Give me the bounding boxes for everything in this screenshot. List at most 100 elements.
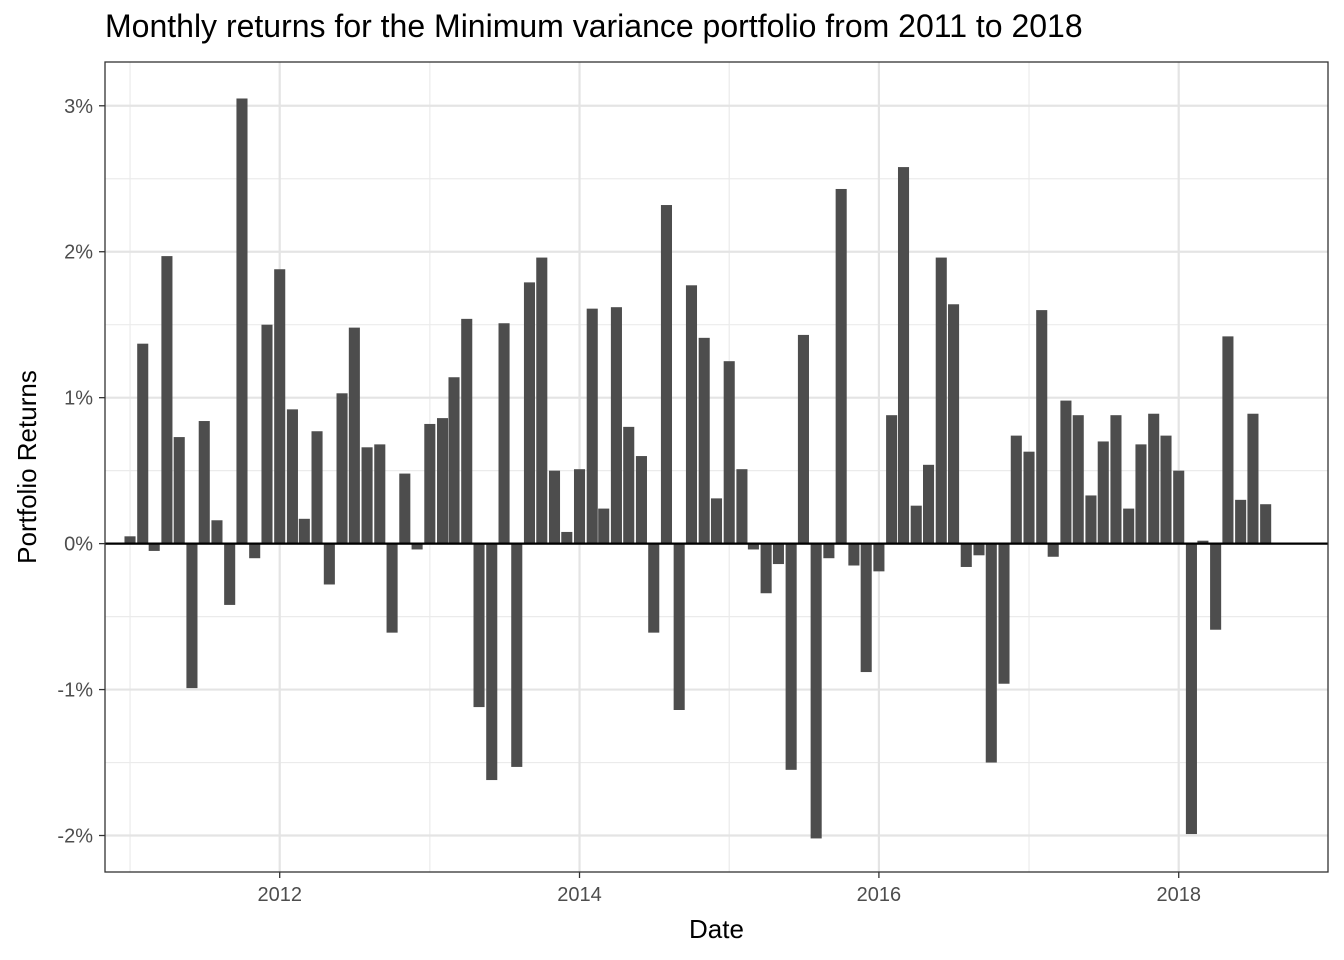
bar bbox=[1160, 435, 1172, 544]
bar bbox=[161, 256, 173, 544]
bar bbox=[648, 543, 660, 633]
bar bbox=[1148, 413, 1160, 544]
bar bbox=[448, 377, 460, 544]
bar bbox=[785, 543, 797, 770]
bar bbox=[523, 282, 536, 544]
bar bbox=[486, 543, 498, 781]
bar bbox=[536, 257, 548, 544]
bar bbox=[198, 421, 210, 544]
bar bbox=[137, 343, 149, 544]
bar bbox=[211, 520, 223, 544]
bar bbox=[873, 543, 885, 572]
bar bbox=[685, 285, 698, 544]
bar bbox=[960, 543, 972, 567]
bar bbox=[1210, 543, 1222, 630]
bar bbox=[561, 531, 573, 544]
bar bbox=[1222, 336, 1234, 544]
bar bbox=[124, 536, 136, 544]
y-tick-label: 3% bbox=[64, 96, 93, 118]
bar bbox=[736, 469, 748, 544]
x-tick-label: 2014 bbox=[557, 884, 602, 906]
bar bbox=[236, 98, 248, 544]
bar bbox=[1235, 499, 1247, 544]
bar bbox=[473, 543, 485, 708]
y-tick-label: -1% bbox=[57, 680, 93, 702]
bar bbox=[336, 393, 348, 544]
bar bbox=[1047, 543, 1059, 557]
bar bbox=[424, 423, 436, 544]
bar bbox=[1260, 504, 1272, 544]
bar bbox=[698, 337, 710, 544]
bar bbox=[586, 308, 598, 544]
bar bbox=[374, 444, 386, 544]
bar bbox=[610, 307, 622, 544]
bar bbox=[1197, 540, 1209, 544]
bar bbox=[186, 543, 198, 689]
bar bbox=[1135, 444, 1147, 544]
bar bbox=[274, 269, 286, 544]
bar bbox=[573, 469, 586, 544]
bar bbox=[386, 543, 398, 633]
bar bbox=[922, 464, 935, 544]
bar bbox=[598, 508, 610, 544]
bar bbox=[461, 318, 473, 544]
axis-layer: 2012 2014 2016 2018 -2% -1% 0% 1% 2% 3% bbox=[57, 96, 1201, 906]
x-axis-title: Date bbox=[689, 914, 744, 944]
bar bbox=[948, 304, 960, 544]
bar bbox=[835, 188, 847, 544]
bar bbox=[723, 361, 735, 544]
bar bbox=[848, 543, 860, 566]
y-tick-label: 0% bbox=[64, 534, 93, 556]
bar bbox=[173, 437, 185, 544]
bar bbox=[886, 415, 898, 544]
bar bbox=[1173, 470, 1185, 544]
bar bbox=[361, 447, 373, 544]
bar bbox=[1097, 441, 1109, 544]
bar bbox=[298, 518, 310, 544]
bar bbox=[797, 334, 809, 544]
bars-layer bbox=[124, 98, 1272, 839]
y-axis-title: Portfolio Returns bbox=[12, 370, 42, 564]
bar bbox=[635, 456, 647, 544]
bar bbox=[823, 543, 835, 559]
bar bbox=[985, 543, 997, 763]
bar bbox=[1085, 495, 1097, 544]
bar bbox=[311, 431, 323, 544]
x-tick-label: 2018 bbox=[1156, 884, 1201, 906]
x-tick-label: 2016 bbox=[857, 884, 902, 906]
bar bbox=[760, 543, 772, 594]
chart-title: Monthly returns for the Minimum variance… bbox=[105, 8, 1083, 44]
bar bbox=[511, 543, 523, 767]
bar bbox=[1060, 400, 1072, 544]
bar bbox=[910, 505, 922, 544]
plot-border bbox=[104, 61, 1329, 873]
bar bbox=[1036, 310, 1048, 544]
x-tick-label: 2012 bbox=[257, 884, 302, 906]
y-tick-label: -2% bbox=[57, 826, 93, 848]
bar bbox=[1072, 415, 1084, 544]
y-tick-label: 1% bbox=[64, 388, 93, 410]
bar bbox=[660, 205, 673, 544]
bar bbox=[1185, 543, 1197, 835]
bar bbox=[973, 543, 985, 556]
bar bbox=[810, 543, 822, 839]
bar bbox=[249, 543, 261, 559]
bar bbox=[623, 426, 635, 544]
bar bbox=[348, 327, 360, 544]
bar bbox=[548, 470, 561, 544]
bar bbox=[498, 323, 510, 544]
bar bbox=[323, 543, 335, 585]
bar bbox=[286, 409, 298, 544]
bar bbox=[897, 167, 910, 544]
bar bbox=[1010, 435, 1022, 544]
bar bbox=[1110, 415, 1122, 544]
bar bbox=[998, 543, 1010, 684]
bar bbox=[148, 543, 160, 551]
bar bbox=[261, 324, 273, 544]
bar bbox=[772, 543, 784, 565]
bar bbox=[1247, 413, 1259, 544]
bar bbox=[935, 257, 947, 544]
bar bbox=[860, 543, 872, 673]
y-tick-label: 2% bbox=[64, 242, 93, 264]
bar bbox=[224, 543, 236, 605]
